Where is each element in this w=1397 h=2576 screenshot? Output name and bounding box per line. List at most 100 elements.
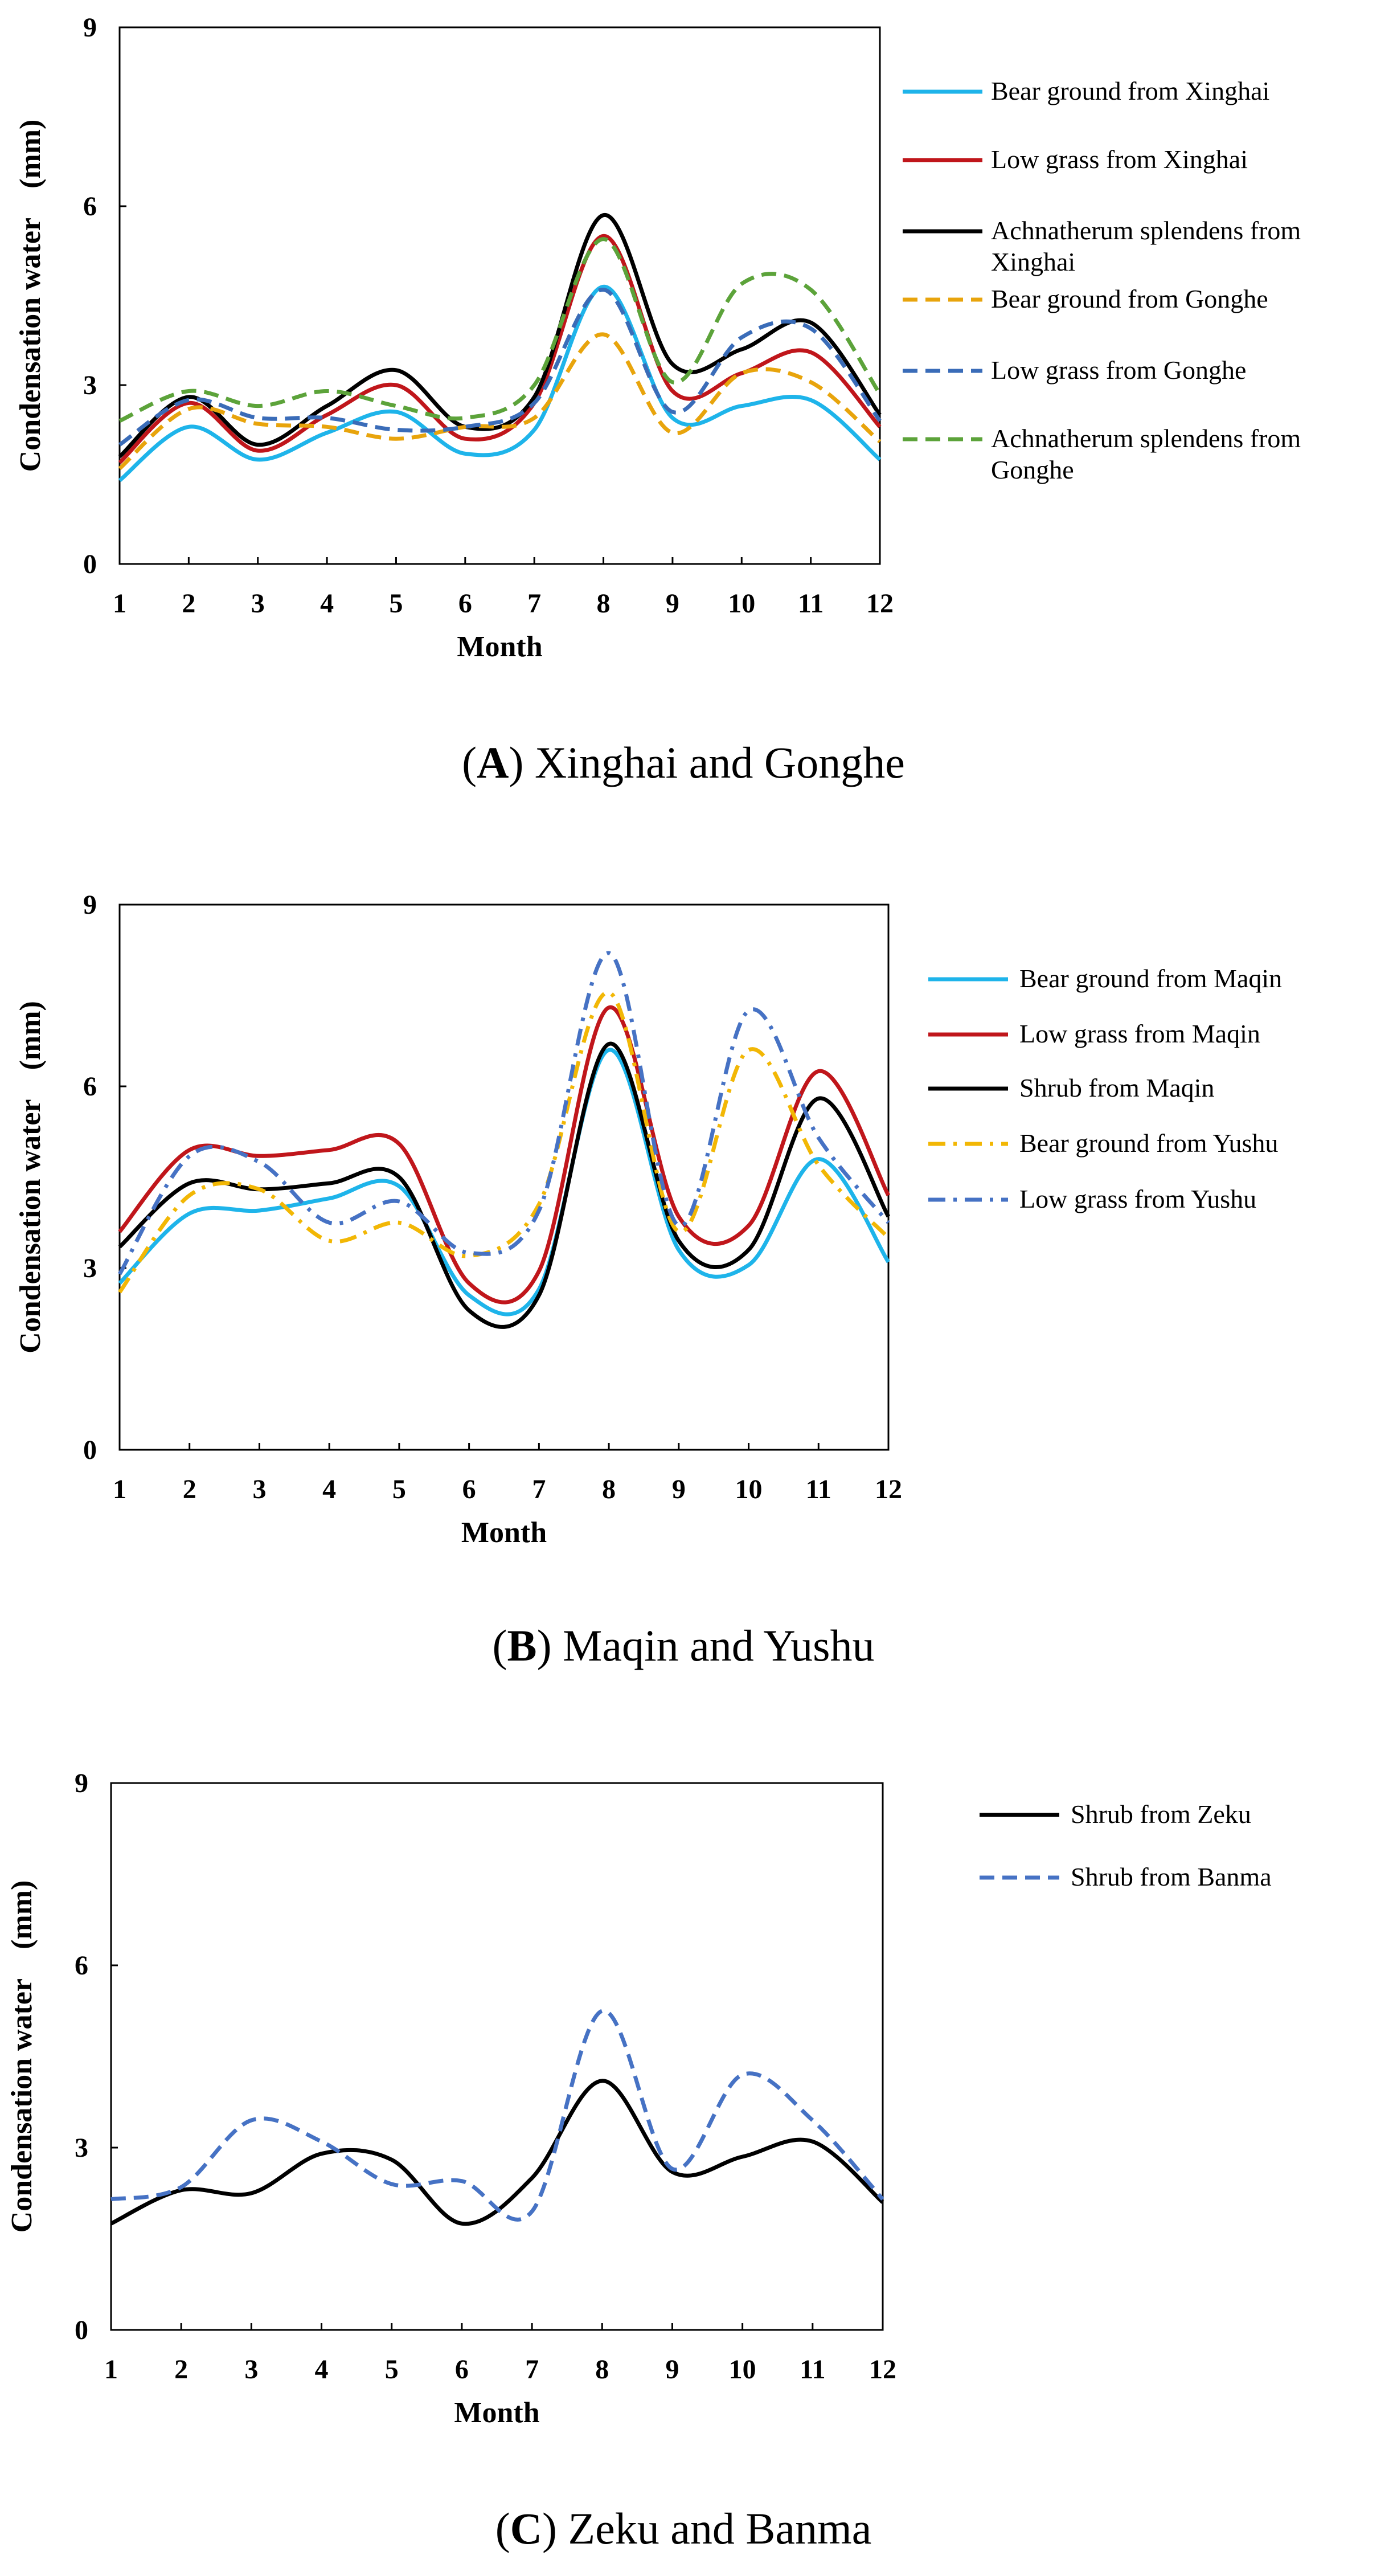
plot-area-frame — [118, 903, 890, 1451]
legend-item: Shrub from Zeku — [980, 1800, 1251, 1829]
series-line-6 — [118, 237, 882, 423]
x-tick-label: 4 — [315, 2354, 329, 2385]
series-line-4 — [118, 332, 882, 471]
panel-caption: (B) Maqin and Yushu — [493, 1621, 875, 1670]
x-tick-label: 11 — [798, 588, 824, 619]
y-tick-label: 0 — [83, 549, 97, 579]
legend-label: Low grass from Gonghe — [991, 355, 1246, 385]
x-tick-label: 10 — [729, 2354, 756, 2385]
legend-item: Achnatherum splendens from Gonghe — [903, 424, 1301, 484]
x-tick-label: 2 — [183, 1474, 196, 1504]
y-tick-label: 9 — [75, 1768, 88, 1798]
x-tick-label: 10 — [728, 588, 755, 619]
x-tick-label: 9 — [666, 588, 679, 619]
y-tick-label: 6 — [83, 191, 97, 222]
series-line-2 — [118, 1005, 891, 1305]
x-tick-label: 1 — [113, 1474, 126, 1504]
x-tick-label: 3 — [252, 1474, 266, 1504]
legend: Bear ground from Maqin Low grass from Maq… — [928, 964, 1282, 1213]
legend-label: Shrub from Zeku — [1071, 1800, 1251, 1829]
y-tick-label: 0 — [75, 2315, 88, 2345]
x-tick-label: 1 — [104, 2354, 118, 2385]
y-tick-label: 3 — [83, 370, 97, 400]
legend-item: Shrub from Banma — [980, 1862, 1272, 1891]
series-line-2 — [118, 234, 882, 464]
y-tick-label: 3 — [83, 1253, 97, 1283]
legend-item: Bear ground from Gonghe — [903, 284, 1268, 313]
x-tick-label: 2 — [174, 2354, 188, 2385]
series-line-3 — [118, 213, 882, 459]
x-tick-label: 2 — [182, 588, 195, 619]
legend-label: Bear ground from Xinghai — [991, 76, 1269, 105]
legend-item: Bear ground from Yushu — [928, 1128, 1278, 1158]
x-axis-title: Month — [457, 631, 542, 663]
x-axis-title: Month — [461, 1516, 547, 1549]
legend-item: Achnatherum splendens from Xinghai — [903, 216, 1301, 276]
legend-label: Achnatherum splendens from Gonghe — [991, 424, 1301, 484]
x-tick-label: 9 — [672, 1474, 686, 1504]
legend-item: Shrub from Maqin — [928, 1073, 1214, 1102]
x-tick-label: 1 — [113, 588, 126, 619]
y-tick-label: 0 — [83, 1435, 97, 1465]
y-tick-label: 6 — [83, 1072, 97, 1102]
x-tick-label: 5 — [389, 588, 403, 619]
y-tick-label: 9 — [83, 13, 97, 43]
series-line-1 — [110, 2079, 884, 2226]
x-axis-title: Month — [454, 2397, 539, 2429]
x-tick-label: 4 — [320, 588, 334, 619]
x-tick-label: 7 — [525, 2354, 539, 2385]
x-tick-label: 3 — [251, 588, 265, 619]
x-tick-label: 5 — [385, 2354, 399, 2385]
legend-item: Low grass from Yushu — [928, 1184, 1256, 1213]
legend: Shrub from Zeku Shrub from Banma — [980, 1800, 1272, 1891]
legend-item: Low grass from Xinghai — [903, 145, 1248, 174]
series-line-2 — [110, 2009, 884, 2222]
x-tick-label: 11 — [800, 2354, 825, 2385]
x-tick-label: 7 — [532, 1474, 546, 1504]
plot-area-frame — [118, 26, 881, 565]
legend-label: Shrub from Maqin — [1019, 1073, 1214, 1102]
y-tick-label: 9 — [83, 890, 97, 920]
legend: Bear ground from Xinghai Low grass from X… — [903, 76, 1301, 484]
legend-label: Bear ground from Yushu — [1019, 1128, 1278, 1158]
panel-caption: (A) Xinghai and Gonghe — [462, 738, 905, 787]
x-tick-label: 8 — [602, 1474, 616, 1504]
legend-label: Achnatherum splendens from Xinghai — [991, 216, 1301, 276]
legend-item: Bear ground from Maqin — [928, 964, 1282, 993]
x-tick-label: 12 — [869, 2354, 896, 2385]
legend-item: Bear ground from Xinghai — [903, 76, 1269, 105]
x-tick-label: 5 — [392, 1474, 406, 1504]
y-axis-title: Condensation water (mm) — [6, 1880, 38, 2233]
series-line-5 — [118, 287, 882, 447]
y-axis-title: Condensation water (mm) — [14, 120, 47, 472]
series-line-1 — [118, 1048, 890, 1316]
y-tick-label: 6 — [75, 1951, 88, 1981]
x-tick-label: 12 — [866, 588, 894, 619]
legend-item: Low grass from Gonghe — [903, 355, 1246, 385]
legend-label: Bear ground from Gonghe — [991, 284, 1268, 313]
legend-label: Bear ground from Maqin — [1019, 964, 1282, 993]
series-line-4 — [118, 990, 890, 1294]
x-tick-label: 4 — [322, 1474, 336, 1504]
series-line-5 — [117, 951, 890, 1275]
x-tick-label: 7 — [527, 588, 541, 619]
legend-label: Low grass from Yushu — [1019, 1184, 1256, 1213]
x-tick-label: 6 — [458, 588, 472, 619]
legend-label: Low grass from Xinghai — [991, 145, 1248, 174]
legend-label: Low grass from Maqin — [1019, 1019, 1260, 1048]
x-tick-label: 8 — [597, 588, 611, 619]
x-tick-label: 6 — [462, 1474, 476, 1504]
legend-label: Shrub from Banma — [1071, 1862, 1272, 1891]
panel-caption: (C) Zeku and Banma — [495, 2504, 872, 2553]
series-line-1 — [118, 284, 882, 483]
plot-area-frame — [110, 1782, 884, 2331]
x-tick-label: 8 — [595, 2354, 609, 2385]
y-axis-title: Condensation water (mm) — [14, 1001, 47, 1354]
x-tick-label: 3 — [244, 2354, 258, 2385]
x-tick-label: 10 — [735, 1474, 763, 1504]
x-tick-label: 11 — [806, 1474, 831, 1504]
